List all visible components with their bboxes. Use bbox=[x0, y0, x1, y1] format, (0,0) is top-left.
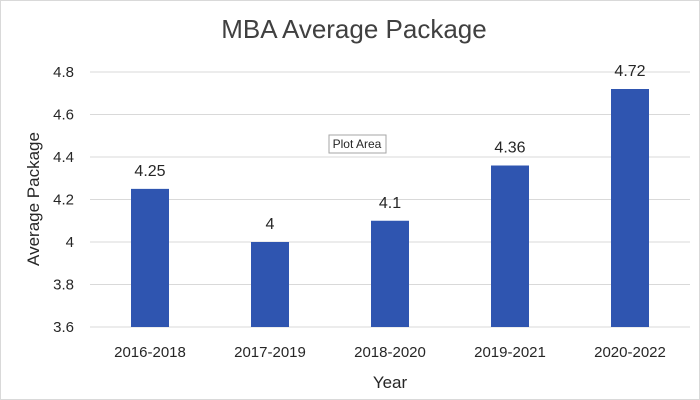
gridlines bbox=[90, 71, 690, 328]
x-tick-label-2018-2020: 2018-2020 bbox=[354, 344, 426, 361]
y-tick-label: 4.2 bbox=[53, 192, 74, 209]
x-axis-title: Year bbox=[373, 373, 408, 392]
bar-2016-2018[interactable] bbox=[131, 188, 169, 327]
x-tick-label-2016-2018: 2016-2018 bbox=[114, 344, 186, 361]
x-tick-label-2017-2019: 2017-2019 bbox=[234, 344, 306, 361]
data-label-2017-2019: 4 bbox=[266, 216, 275, 233]
tooltip-text: Plot Area bbox=[333, 137, 382, 151]
x-tick-label-2019-2021: 2019-2021 bbox=[474, 344, 546, 361]
y-tick-label: 4 bbox=[66, 234, 74, 251]
y-tick-label: 3.6 bbox=[53, 319, 74, 336]
data-labels: 4.25 4 4.1 4.36 4.72 bbox=[134, 63, 645, 233]
bar-2018-2020[interactable] bbox=[371, 220, 409, 327]
tooltip-box bbox=[328, 134, 387, 154]
chart-title: MBA Average Package bbox=[221, 14, 486, 44]
y-tick-label: 4.4 bbox=[53, 149, 74, 166]
data-label-2019-2021: 4.36 bbox=[494, 140, 525, 157]
y-tick-label: 3.8 bbox=[53, 277, 74, 294]
data-label-2018-2020: 4.1 bbox=[379, 195, 401, 212]
bar-2019-2021[interactable] bbox=[491, 165, 529, 328]
bar-2020-2022[interactable] bbox=[611, 89, 649, 327]
y-axis-tick-labels: 3.6 3.8 4 4.2 4.4 4.6 4.8 bbox=[53, 64, 74, 336]
bar-2017-2019[interactable] bbox=[251, 242, 289, 327]
bars[interactable] bbox=[131, 89, 649, 327]
data-label-2020-2022: 4.72 bbox=[614, 63, 645, 80]
y-tick-label: 4.6 bbox=[53, 107, 74, 124]
y-tick-label: 4.8 bbox=[53, 64, 74, 81]
plot-area-tooltip: Plot Area bbox=[328, 134, 387, 154]
data-label-2016-2018: 4.25 bbox=[134, 163, 165, 180]
y-axis-title: Average Package bbox=[24, 132, 43, 266]
x-tick-label-2020-2022: 2020-2022 bbox=[594, 344, 666, 361]
x-axis-tick-labels: 2016-2018 2017-2019 2018-2020 2019-2021 2020… bbox=[114, 344, 666, 361]
